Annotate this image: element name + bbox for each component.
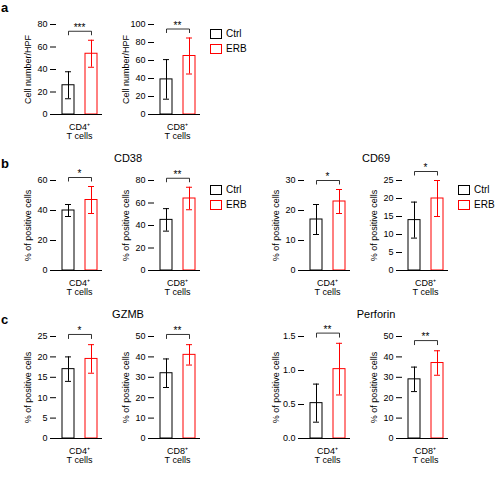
svg-text:*: * [78,325,82,336]
svg-text:**: ** [174,325,182,336]
html-text:CD69: CD69 [361,152,391,164]
svg-text:*: * [78,168,82,179]
svg-text:5: 5 [388,247,393,257]
svg-text:0: 0 [42,433,47,443]
html-text:Ctrl: Ctrl [474,184,490,195]
svg-text:CD8⁺T cells: CD8⁺T cells [165,278,191,297]
svg-text:CD8⁺T cells: CD8⁺T cells [413,278,439,297]
svg-text:***: *** [74,22,86,33]
svg-text:0: 0 [388,265,393,275]
svg-text:40: 40 [135,220,145,230]
svg-text:10: 10 [383,413,393,423]
svg-text:20: 20 [135,243,145,253]
svg-text:5: 5 [42,413,47,423]
svg-text:20: 20 [37,87,47,97]
svg-text:0: 0 [290,265,295,275]
svg-text:60: 60 [37,175,47,185]
html-text:Perforin: Perforin [356,308,396,320]
svg-text:20: 20 [37,352,47,362]
svg-text:40: 40 [135,352,145,362]
svg-text:**: ** [324,324,332,335]
html-text:Ctrl: Ctrl [226,28,242,39]
svg-text:80: 80 [37,19,47,29]
svg-text:100: 100 [130,19,145,29]
svg-text:30: 30 [135,372,145,382]
svg-text:15: 15 [37,372,47,382]
html-text:Ctrl: Ctrl [226,184,242,195]
svg-text:60: 60 [37,42,47,52]
svg-text:0.5: 0.5 [283,399,296,409]
svg-text:0.0: 0.0 [283,433,296,443]
svg-text:30: 30 [285,175,295,185]
html-text:GZMB: GZMB [112,308,144,320]
svg-text:CD4⁺T cells: CD4⁺T cells [67,278,93,297]
svg-text:CD4⁺T cells: CD4⁺T cells [315,446,341,465]
svg-text:40: 40 [135,73,145,83]
svg-text:**: ** [422,331,430,342]
svg-text:30: 30 [383,372,393,382]
svg-text:0: 0 [140,265,145,275]
html-text:ERB: ERB [226,199,247,210]
svg-text:**: ** [174,20,182,31]
html-text:ERB: ERB [226,43,247,54]
svg-text:50: 50 [135,331,145,341]
svg-text:20: 20 [135,91,145,101]
svg-text:1.5: 1.5 [283,331,296,341]
svg-text:*: * [424,162,428,173]
svg-text:25: 25 [383,175,393,185]
svg-text:20: 20 [37,235,47,245]
svg-text:% of positive cells: % of positive cells [369,189,379,261]
html-text:a: a [1,0,9,15]
svg-text:60: 60 [135,198,145,208]
svg-text:CD8⁺T cells: CD8⁺T cells [165,446,191,465]
svg-text:% of positive cells: % of positive cells [271,351,281,423]
svg-text:15: 15 [383,211,393,221]
svg-text:20: 20 [285,205,295,215]
svg-text:% of positive cells: % of positive cells [23,351,33,423]
svg-text:40: 40 [37,205,47,215]
svg-text:0: 0 [42,109,47,119]
svg-text:20: 20 [383,393,393,403]
html-text:b: b [1,156,9,171]
svg-text:CD8⁺T cells: CD8⁺T cells [413,446,439,465]
html-text:ERB: ERB [474,199,495,210]
svg-text:40: 40 [383,352,393,362]
svg-text:% of positive cells: % of positive cells [271,189,281,261]
svg-text:40: 40 [37,64,47,74]
svg-text:% of positive cells: % of positive cells [121,189,131,261]
svg-text:80: 80 [135,175,145,185]
svg-text:% of positive cells: % of positive cells [369,351,379,423]
svg-text:CD4⁺T cells: CD4⁺T cells [315,278,341,297]
svg-text:20: 20 [383,193,393,203]
svg-text:Cell number/HPF: Cell number/HPF [121,34,131,104]
svg-text:20: 20 [135,393,145,403]
svg-text:10: 10 [37,393,47,403]
svg-text:Cell number/HPF: Cell number/HPF [23,34,33,104]
svg-text:% of positive cells: % of positive cells [23,189,33,261]
html-text:CD38: CD38 [113,152,143,164]
svg-text:50: 50 [383,331,393,341]
html-text:c: c [1,312,9,327]
svg-text:CD8⁺T cells: CD8⁺T cells [165,122,191,141]
svg-text:0: 0 [140,109,145,119]
svg-text:0: 0 [42,265,47,275]
svg-text:CD4⁺T cells: CD4⁺T cells [67,446,93,465]
svg-text:1.0: 1.0 [283,365,296,375]
svg-text:10: 10 [285,235,295,245]
svg-text:60: 60 [135,55,145,65]
svg-text:0: 0 [140,433,145,443]
svg-text:CD4⁺T cells: CD4⁺T cells [67,122,93,141]
svg-text:80: 80 [135,37,145,47]
svg-text:10: 10 [383,229,393,239]
svg-text:**: ** [174,169,182,180]
svg-text:0: 0 [388,433,393,443]
svg-text:25: 25 [37,331,47,341]
svg-text:10: 10 [135,413,145,423]
svg-text:% of positive cells: % of positive cells [121,351,131,423]
svg-text:*: * [326,171,330,182]
